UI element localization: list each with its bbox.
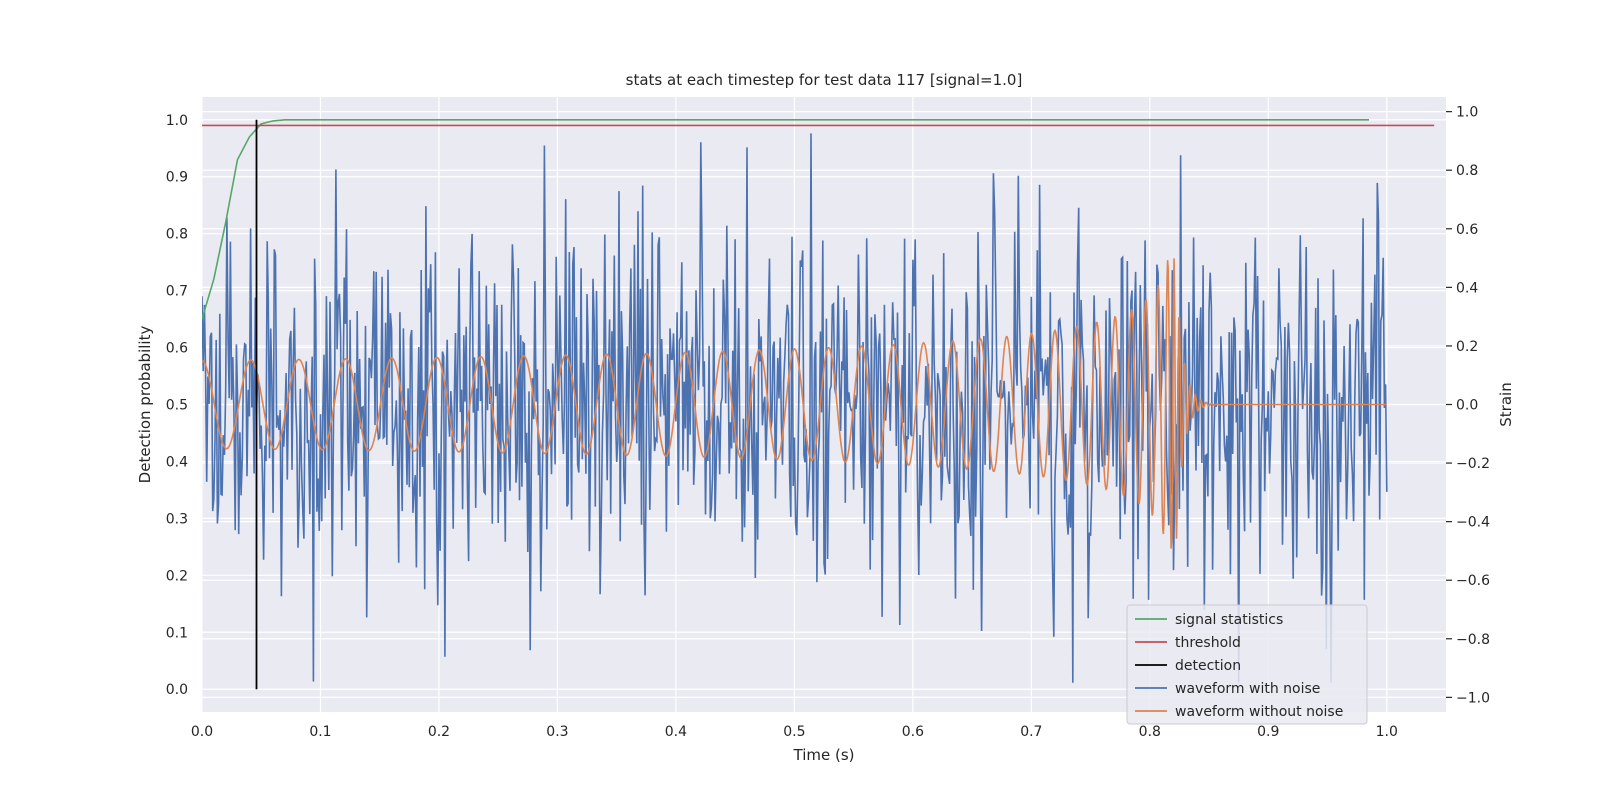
x-axis-label: Time (s) (793, 746, 855, 764)
x-tick-label: 0.6 (902, 724, 924, 740)
series (202, 119, 1435, 690)
y-right-tick-label: −0.8 (1456, 632, 1490, 648)
x-tick-label: 0.4 (665, 724, 687, 740)
chart-title: stats at each timestep for test data 117… (626, 71, 1023, 89)
x-tick-label: 0.1 (309, 724, 331, 740)
y-right-tick-label: 0.4 (1456, 280, 1478, 296)
y-right-tick-label: −0.6 (1456, 573, 1490, 589)
y-tick-label: 0.6 (166, 341, 188, 357)
series-waveform-without-noise (202, 258, 1387, 549)
legend-label: waveform with noise (1175, 681, 1320, 697)
y-right-tick-label: 0.6 (1456, 222, 1478, 238)
y-tick-label: 0.0 (166, 682, 188, 698)
y-right-tick-label: −0.2 (1456, 456, 1490, 472)
x-tick-label: 0.2 (428, 724, 450, 740)
y-tick-label: 0.2 (166, 568, 188, 584)
x-tick-label: 0.7 (1020, 724, 1042, 740)
y-tick-label: 0.1 (166, 625, 188, 641)
legend: signal statistics threshold detection wavef… (1126, 604, 1368, 725)
x-tick-label: 0.3 (546, 724, 568, 740)
legend-box (1126, 604, 1368, 725)
x-tick-label: 0.0 (191, 724, 213, 740)
y-axis-label: Detection probability (136, 326, 154, 484)
y-right-axis-label: Strain (1497, 382, 1515, 426)
x-tick-label: 0.5 (783, 724, 805, 740)
x-tick-label: 1.0 (1376, 724, 1398, 740)
legend-label: signal statistics (1175, 612, 1283, 628)
x-tick-label: 0.9 (1257, 724, 1279, 740)
series-signal-statistics (202, 119, 1369, 320)
y-right-tick-label: −0.4 (1456, 515, 1490, 531)
legend-label: threshold (1175, 635, 1241, 651)
y-right-tick-label: 0.2 (1456, 339, 1478, 355)
y-tick-label: 0.4 (166, 454, 188, 470)
series-waveform-with-noise (202, 133, 1388, 683)
y-tick-label: 0.9 (166, 170, 188, 186)
y-tick-label: 0.5 (166, 398, 188, 414)
y-right-tick-label: −1.0 (1456, 690, 1490, 706)
legend-label: detection (1175, 658, 1241, 674)
y-tick-label: 1.0 (166, 113, 188, 129)
y-right-tick-label: 0.8 (1456, 163, 1478, 179)
axes: 0.0 0.1 0.2 0.3 0.4 0.5 0.6 0.7 0.8 0.9 1.0 0.0 0.1 0… (166, 105, 1490, 740)
y-right-tick-label: 0.0 (1456, 398, 1478, 414)
y-tick-label: 0.3 (166, 511, 188, 527)
legend-label: waveform without noise (1175, 704, 1343, 720)
y-tick-label: 0.8 (166, 227, 188, 243)
x-tick-label: 0.8 (1139, 724, 1161, 740)
y-tick-label: 0.7 (166, 284, 188, 300)
y-right-tick-label: 1.0 (1456, 105, 1478, 121)
